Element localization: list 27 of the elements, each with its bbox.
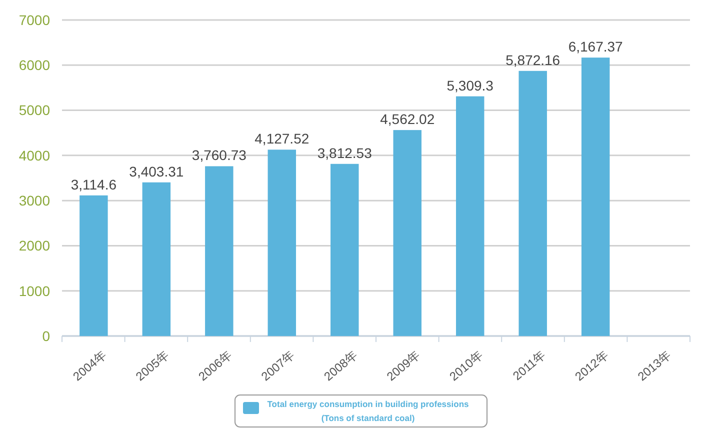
bar bbox=[518, 70, 547, 336]
data-label: 4,127.52 bbox=[254, 130, 310, 147]
data-label: 3,812.53 bbox=[317, 144, 372, 161]
data-label: 4,562.02 bbox=[380, 111, 435, 128]
y-tick-label: 1000 bbox=[18, 282, 50, 299]
data-label: 6,167.37 bbox=[568, 38, 624, 55]
bar bbox=[456, 96, 484, 336]
bar bbox=[205, 166, 234, 336]
data-label: 3,114.6 bbox=[70, 176, 117, 192]
y-tick-label: 4000 bbox=[18, 147, 50, 164]
y-tick-label: 6000 bbox=[18, 57, 50, 74]
data-label: 3,403.31 bbox=[129, 163, 184, 180]
bar bbox=[581, 58, 610, 336]
legend-label: Total energy consumption in building professions (Tons of standard coal) bbox=[267, 399, 470, 423]
y-tick-label: 2000 bbox=[18, 238, 50, 254]
bar bbox=[393, 130, 422, 336]
bar bbox=[330, 164, 359, 336]
y-tick-label: 5000 bbox=[18, 102, 50, 118]
data-label: 5,872.16 bbox=[506, 52, 560, 68]
y-tick-label: 7000 bbox=[18, 12, 50, 28]
y-tick-label: 0 bbox=[42, 328, 50, 344]
data-label: 5,309.3 bbox=[446, 77, 494, 94]
data-label: 3,760.73 bbox=[192, 147, 247, 164]
bar bbox=[142, 182, 171, 336]
y-tick-label: 3000 bbox=[18, 192, 50, 208]
bar bbox=[80, 195, 108, 336]
bar bbox=[268, 150, 296, 336]
